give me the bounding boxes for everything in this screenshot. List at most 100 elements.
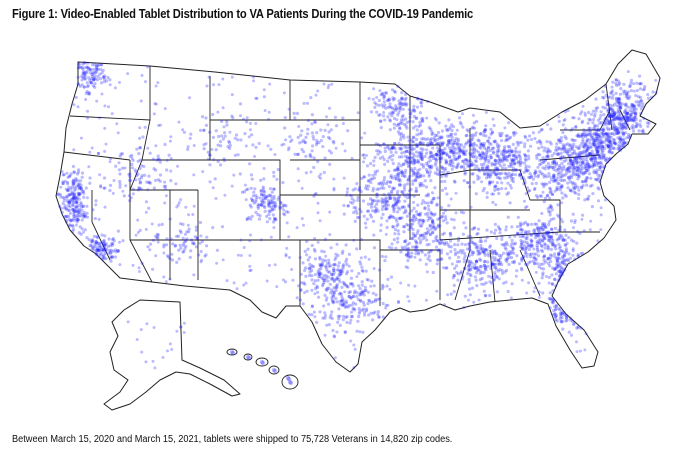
tablet-marker <box>124 184 128 188</box>
tablet-marker <box>526 154 531 158</box>
tablet-marker <box>445 192 449 196</box>
tablet-marker <box>607 114 612 118</box>
tablet-marker <box>495 290 499 294</box>
tablet-marker <box>459 143 463 147</box>
tablet-marker <box>572 187 577 191</box>
tablet-marker <box>242 283 246 287</box>
tablet-marker <box>293 116 297 120</box>
tablet-marker <box>576 169 580 173</box>
tablet-marker <box>380 287 384 291</box>
tablet-marker <box>369 311 373 315</box>
tablet-marker <box>388 102 392 106</box>
tablet-marker <box>613 129 617 133</box>
tablet-marker <box>272 194 276 198</box>
tablet-marker <box>306 127 310 131</box>
tablet-marker <box>455 166 459 170</box>
tablet-marker <box>541 182 546 187</box>
tablet-marker <box>574 145 578 149</box>
tablet-marker <box>417 221 421 225</box>
tablet-marker <box>553 159 557 163</box>
tablet-marker <box>530 174 534 178</box>
tablet-marker <box>466 298 470 302</box>
tablet-marker <box>546 238 551 242</box>
tablet-marker <box>524 164 528 168</box>
tablet-marker <box>77 203 81 208</box>
tablet-marker <box>298 298 302 302</box>
tablet-marker <box>567 330 571 334</box>
tablet-marker <box>418 175 422 179</box>
tablet-marker <box>584 129 588 133</box>
tablet-marker <box>436 196 440 200</box>
tablet-marker <box>378 113 382 117</box>
tablet-marker <box>617 117 621 121</box>
tablet-marker <box>608 139 613 143</box>
tablet-marker <box>551 231 555 235</box>
tablet-marker <box>383 146 387 150</box>
tablet-marker <box>565 171 569 175</box>
tablet-marker <box>194 228 198 232</box>
tablet-marker <box>60 210 64 214</box>
tablet-marker <box>369 202 373 206</box>
tablet-marker <box>226 145 230 149</box>
tablet-marker <box>574 152 578 156</box>
tablet-marker <box>179 198 183 202</box>
tablet-marker <box>165 237 169 241</box>
tablet-marker <box>596 152 600 156</box>
tablet-marker <box>138 167 142 171</box>
tablet-marker <box>395 118 399 122</box>
tablet-marker <box>625 111 629 115</box>
tablet-marker <box>308 270 312 274</box>
tablet-marker <box>386 303 390 307</box>
tablet-marker <box>477 176 481 180</box>
tablet-marker <box>399 281 403 285</box>
tablet-marker <box>576 155 581 159</box>
tablet-marker <box>108 78 112 82</box>
tablet-marker <box>572 151 576 155</box>
tablet-marker <box>100 81 104 85</box>
tablet-marker <box>618 92 623 96</box>
tablet-marker <box>621 143 625 148</box>
tablet-marker <box>69 187 73 191</box>
tablet-marker <box>591 153 595 157</box>
tablet-marker <box>358 287 362 291</box>
tablet-marker <box>599 144 603 148</box>
tablet-marker <box>512 242 516 246</box>
tablet-marker <box>482 163 486 167</box>
tablet-marker <box>328 162 332 166</box>
tablet-marker <box>589 134 593 138</box>
tablet-marker <box>316 160 320 164</box>
tablet-marker <box>447 245 451 249</box>
tablet-marker <box>418 155 422 159</box>
tablet-marker <box>410 140 414 144</box>
tablet-marker <box>571 181 575 185</box>
tablet-marker <box>187 227 191 231</box>
tablet-marker <box>482 186 486 191</box>
tablet-marker <box>489 264 493 268</box>
tablet-marker <box>242 117 245 121</box>
tablet-marker <box>534 252 538 256</box>
tablet-marker <box>174 182 178 186</box>
tablet-marker <box>315 320 319 324</box>
tablet-marker <box>423 201 427 205</box>
tablet-marker <box>626 119 631 123</box>
tablet-marker <box>625 93 629 97</box>
tablet-marker <box>214 129 218 133</box>
tablet-marker <box>535 244 539 248</box>
tablet-marker <box>609 107 613 111</box>
tablet-marker <box>565 316 569 320</box>
tablet-marker <box>634 111 638 115</box>
tablet-marker <box>382 114 386 118</box>
tablet-marker <box>617 104 621 108</box>
tablet-marker <box>382 178 386 182</box>
tablet-marker <box>543 243 547 247</box>
tablet-marker <box>549 190 553 194</box>
tablet-marker <box>560 185 564 189</box>
tablet-marker <box>619 137 624 142</box>
tablet-marker <box>350 197 354 201</box>
tablet-marker <box>122 194 126 198</box>
tablet-marker <box>158 179 162 183</box>
tablet-marker <box>72 207 76 211</box>
tablet-marker <box>372 233 376 237</box>
tablet-marker <box>576 146 580 150</box>
tablet-marker <box>574 184 578 188</box>
